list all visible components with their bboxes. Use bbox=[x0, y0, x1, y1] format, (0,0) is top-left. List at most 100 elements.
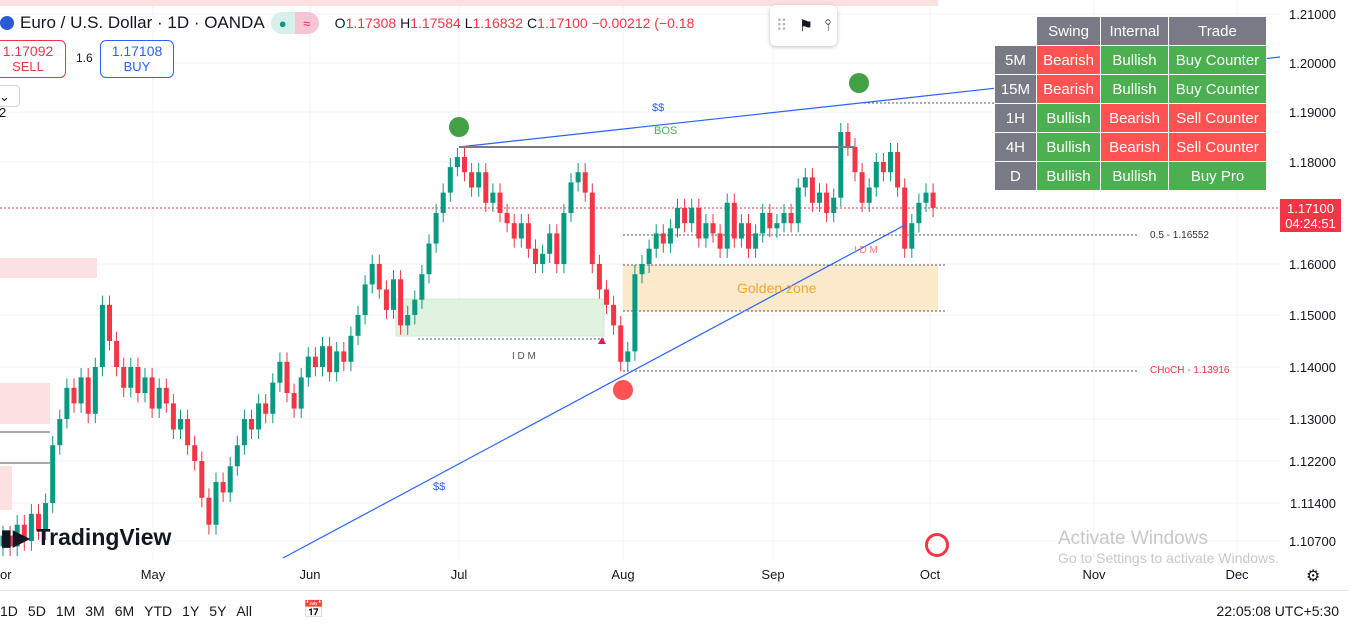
status-cell: Buy Pro bbox=[1168, 161, 1267, 191]
golden-zone bbox=[623, 265, 938, 311]
candle-body bbox=[192, 445, 198, 461]
candle-body bbox=[923, 192, 929, 203]
range-5y[interactable]: 5Y bbox=[209, 603, 227, 619]
indicators-collapse-button[interactable]: ⌄ 2 bbox=[0, 85, 20, 120]
status-cell: Bullish bbox=[1036, 103, 1101, 133]
candle-body bbox=[241, 419, 247, 446]
clock[interactable]: 22:05:08 UTC+5:30 bbox=[1216, 603, 1339, 619]
range-1y[interactable]: 1Y bbox=[182, 603, 200, 619]
candle-body bbox=[43, 503, 49, 531]
current-price-tag: 1.17100 04:24:51 bbox=[1280, 199, 1341, 232]
candle-body bbox=[355, 315, 361, 336]
range-selector: 1D 5D 1M 3M 6M YTD 1Y 5Y All bbox=[0, 603, 257, 619]
range-3m[interactable]: 3M bbox=[85, 603, 105, 619]
market-status[interactable]: ● ≈ bbox=[270, 12, 319, 34]
price-tick: 1.18000 bbox=[1289, 155, 1336, 170]
price-tick: 1.16000 bbox=[1289, 257, 1336, 272]
candle-body bbox=[582, 172, 588, 193]
candle-body bbox=[7, 535, 13, 547]
candle-body bbox=[682, 207, 688, 224]
candle-body bbox=[412, 299, 418, 315]
range-ytd[interactable]: YTD bbox=[144, 603, 173, 619]
candle-body bbox=[895, 152, 901, 188]
candle-body bbox=[92, 367, 98, 414]
supply-zone bbox=[0, 258, 97, 278]
candle-body bbox=[249, 419, 254, 430]
status-cell: Bearish bbox=[1036, 45, 1101, 75]
candle-body bbox=[178, 419, 183, 430]
demand-zone bbox=[395, 298, 605, 337]
candle-body bbox=[405, 315, 411, 326]
candle-body bbox=[227, 466, 233, 493]
drag-handle-icon[interactable]: ⠿ bbox=[775, 17, 788, 35]
column-header: Internal bbox=[1100, 16, 1169, 46]
settings-gear-icon[interactable]: ⚙ bbox=[1306, 568, 1321, 585]
candle-body bbox=[199, 461, 205, 498]
range-all[interactable]: All bbox=[236, 603, 252, 619]
candle-body bbox=[696, 207, 702, 239]
candle-body bbox=[213, 482, 219, 525]
chevron-down-icon: ⌄ bbox=[0, 89, 10, 104]
candle-body bbox=[114, 341, 120, 367]
candle-body bbox=[838, 132, 844, 198]
candle-body bbox=[312, 356, 318, 367]
candle-body bbox=[454, 157, 460, 168]
candle-body bbox=[391, 279, 396, 310]
candle-body bbox=[220, 482, 226, 493]
candle-body bbox=[28, 513, 34, 541]
sell-button[interactable]: 1.17092 SELL bbox=[0, 40, 66, 78]
status-cell: Buy Counter bbox=[1168, 45, 1267, 75]
candle-body bbox=[483, 172, 489, 203]
candle-body bbox=[327, 346, 333, 373]
candle-body bbox=[788, 213, 794, 224]
timeframe-cell: 5M bbox=[993, 45, 1038, 75]
annotation-ss-top: $$ bbox=[652, 102, 664, 114]
zone-box bbox=[0, 0, 938, 6]
candle-body bbox=[781, 213, 787, 224]
range-6m[interactable]: 6M bbox=[114, 603, 135, 619]
candle-body bbox=[824, 192, 830, 213]
buy-button[interactable]: 1.17108 BUY bbox=[100, 40, 174, 78]
candle-body bbox=[540, 253, 546, 264]
candle-body bbox=[795, 187, 801, 224]
goto-date-calendar-icon[interactable]: 📅 bbox=[303, 600, 325, 619]
candle-body bbox=[738, 223, 744, 239]
candle-body bbox=[760, 213, 766, 234]
candle-body bbox=[731, 202, 737, 239]
candle-body bbox=[618, 325, 624, 362]
candle-body bbox=[575, 172, 581, 183]
candle-body bbox=[689, 207, 695, 224]
symbol-title[interactable]: Euro / U.S. Dollar · 1D · OANDA bbox=[20, 13, 265, 32]
tradingview-logo[interactable]: ▮▶ TradingView bbox=[0, 524, 172, 550]
candle-body bbox=[334, 351, 340, 373]
annotation-choch-label: CHoCH - 1.13916 bbox=[1150, 365, 1230, 376]
candle-body bbox=[71, 387, 77, 404]
candle-body bbox=[78, 377, 84, 404]
swing-high-marker bbox=[449, 117, 469, 137]
status-cell: Bearish bbox=[1100, 103, 1169, 133]
pin-icon[interactable]: ⫯ bbox=[824, 16, 832, 34]
status-cell: Bearish bbox=[1036, 74, 1101, 104]
candle-body bbox=[419, 274, 425, 300]
candle-body bbox=[568, 182, 574, 213]
range-1d[interactable]: 1D bbox=[0, 603, 18, 619]
status-cell: Bullish bbox=[1100, 161, 1169, 191]
annotation-fib-label: 0.5 - 1.16552 bbox=[1150, 230, 1209, 241]
time-tick: Aug bbox=[611, 567, 634, 582]
candle-body bbox=[916, 202, 922, 224]
flag-marker-icon[interactable]: ⚑ bbox=[798, 17, 814, 35]
candle-body bbox=[930, 192, 936, 208]
candle-body bbox=[256, 403, 262, 430]
candle-body bbox=[717, 233, 723, 249]
candle-body bbox=[426, 243, 432, 275]
table-header: Swing Internal Trade bbox=[994, 16, 1267, 46]
candle-body bbox=[291, 393, 297, 409]
candle-body bbox=[476, 172, 482, 188]
range-1m[interactable]: 1M bbox=[55, 603, 76, 619]
candle-body bbox=[525, 223, 531, 249]
candle-body bbox=[774, 223, 780, 229]
us-event-icon[interactable] bbox=[925, 533, 949, 557]
range-5d[interactable]: 5D bbox=[27, 603, 46, 619]
candle-body bbox=[646, 248, 652, 264]
